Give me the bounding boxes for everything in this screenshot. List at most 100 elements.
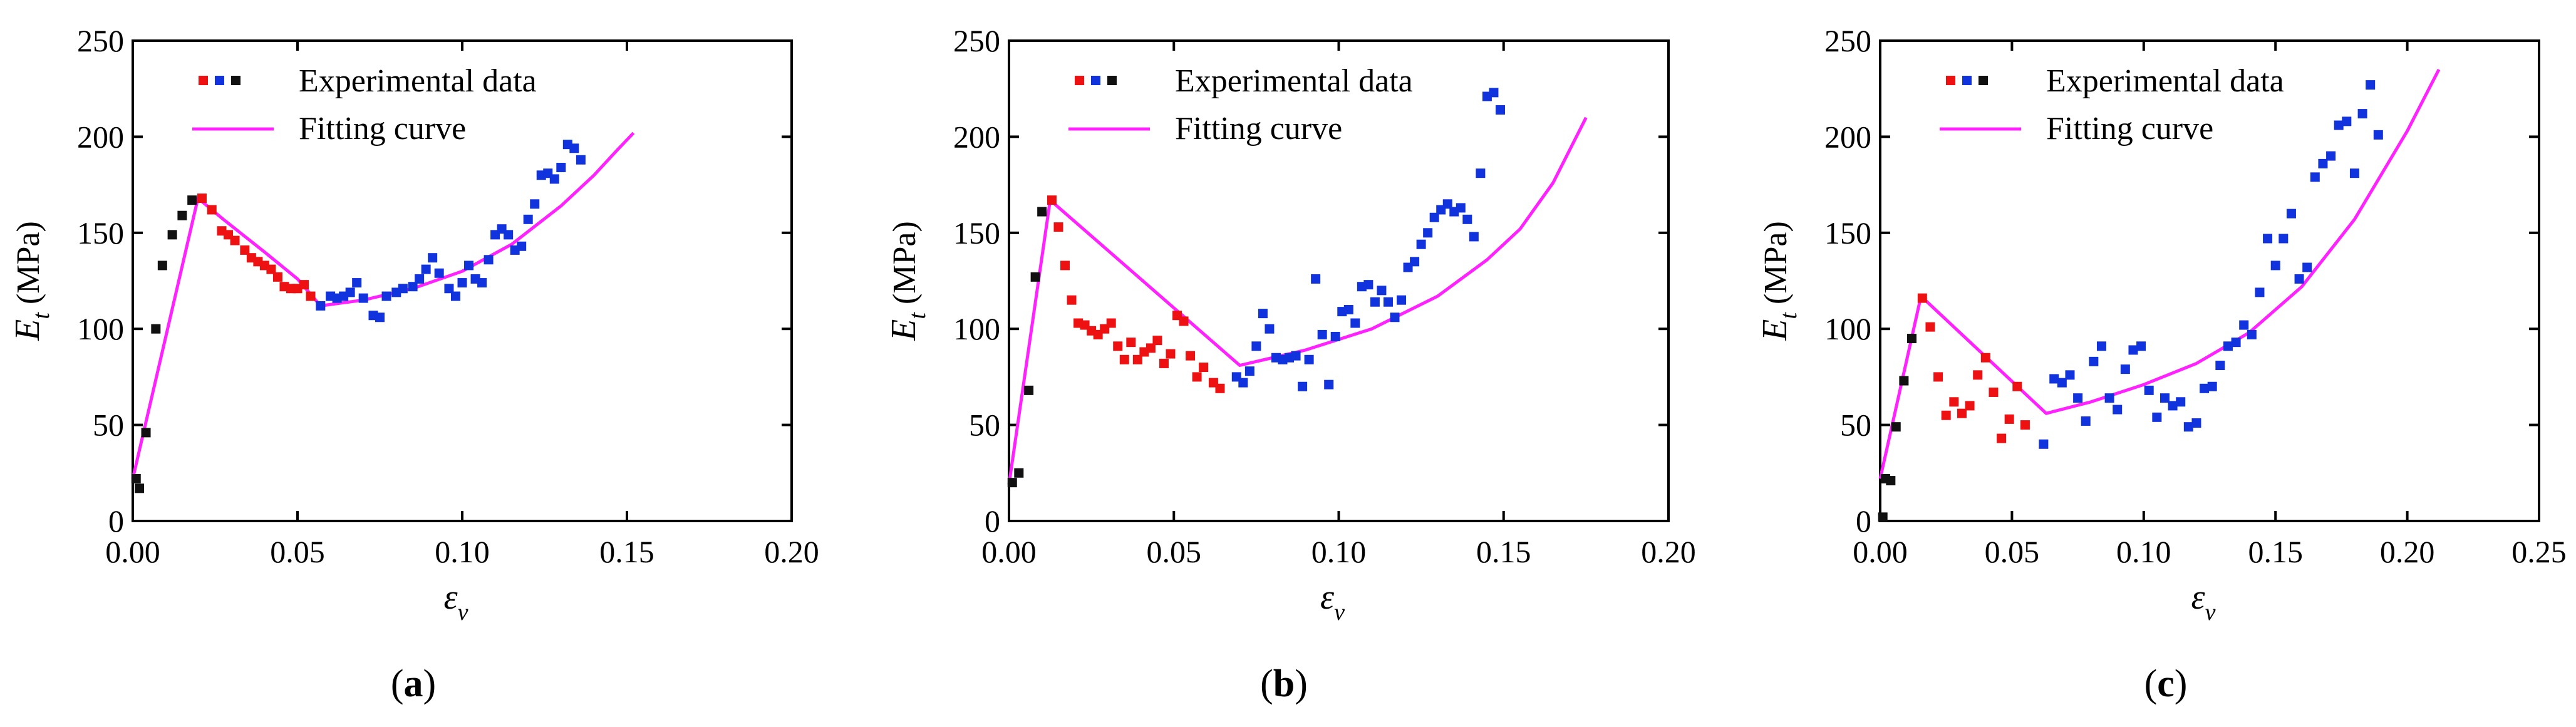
x-tick-label: 0.25 <box>2511 534 2567 569</box>
data-point-red <box>299 280 309 289</box>
data-point-blue <box>2105 393 2114 403</box>
data-point-blue <box>2089 357 2098 366</box>
data-point-blue <box>352 278 361 287</box>
data-point-blue <box>375 312 385 322</box>
data-point-black <box>1886 476 1895 485</box>
data-point-blue <box>2326 152 2335 161</box>
data-point-red <box>1949 397 1958 406</box>
data-point-blue <box>1410 257 1419 266</box>
data-point-blue <box>1324 380 1333 389</box>
data-point-blue <box>1390 312 1400 322</box>
data-point-red <box>1067 296 1077 305</box>
data-point-black <box>177 211 187 220</box>
data-point-blue <box>2215 361 2225 370</box>
x-tick-label: 0.15 <box>599 534 654 569</box>
data-point-blue <box>435 269 444 278</box>
data-point-blue <box>2279 234 2288 244</box>
y-tick-label: 200 <box>1824 119 1871 154</box>
legend-data-label: Experimental data <box>299 63 537 99</box>
data-point-blue <box>2350 168 2359 178</box>
y-axis-title: Et (MPa) <box>8 221 54 341</box>
data-point-blue <box>2358 109 2367 118</box>
y-tick-label: 150 <box>77 215 124 250</box>
y-tick-label: 50 <box>93 408 124 443</box>
chart-panel-c: 0.00 0.05 0.10 0.15 0.20 0.25050100150200250ε… <box>1756 23 2567 705</box>
data-point-blue <box>2255 287 2264 297</box>
data-point-blue <box>428 253 437 262</box>
legend-fit-label: Fitting curve <box>2046 111 2213 147</box>
data-point-blue <box>451 292 460 301</box>
data-point-blue <box>2097 341 2106 351</box>
data-point-blue <box>2247 330 2257 339</box>
data-point-blue <box>382 292 391 301</box>
y-tick-label: 150 <box>1824 215 1871 250</box>
data-point-black <box>187 195 197 205</box>
y-axis-title: Et (MPa) <box>884 221 931 341</box>
x-axis-title: εv <box>444 578 468 626</box>
data-point-blue <box>2366 80 2375 90</box>
data-point-blue <box>1258 309 1268 318</box>
legend-marker-blue <box>1091 76 1100 85</box>
x-tick-label: 0.05 <box>1985 534 2040 569</box>
data-point-red <box>1113 341 1122 351</box>
legend-data-label: Experimental data <box>1175 63 1413 99</box>
data-point-red <box>1925 322 1935 332</box>
data-point-red <box>1965 401 1975 410</box>
x-tick-label: 0.00 <box>981 534 1037 569</box>
fitting-curve <box>133 133 634 478</box>
data-point-blue <box>1305 355 1314 364</box>
data-point-blue <box>1363 280 1373 289</box>
y-tick-label: 0 <box>1856 503 1871 539</box>
legend-marker-blue <box>1962 76 1972 85</box>
data-point-blue <box>1298 382 1307 391</box>
data-point-black <box>132 474 141 483</box>
data-point-blue <box>1489 88 1498 97</box>
data-point-blue <box>1238 378 1248 388</box>
data-point-black <box>1899 376 1908 386</box>
data-point-blue <box>576 155 586 165</box>
data-point-blue <box>2144 386 2154 395</box>
data-point-blue <box>1370 297 1380 307</box>
data-point-red <box>1166 349 1175 359</box>
data-point-blue <box>1456 203 1466 212</box>
data-point-black <box>1008 478 1017 487</box>
data-point-red <box>1192 372 1202 381</box>
data-point-blue <box>1496 105 1505 115</box>
data-point-blue <box>1469 232 1479 241</box>
data-point-blue <box>415 274 424 284</box>
data-point-blue <box>1331 332 1340 341</box>
x-tick-label: 0.00 <box>1853 534 1908 569</box>
data-point-blue <box>464 260 473 270</box>
data-point-blue <box>2263 234 2272 244</box>
legend-marker-red <box>199 76 208 85</box>
x-tick-label: 0.15 <box>2248 534 2303 569</box>
data-point-red <box>306 292 316 301</box>
legend-fit-label: Fitting curve <box>299 111 466 147</box>
data-point-black <box>158 260 167 270</box>
data-point-blue <box>1251 341 1261 351</box>
panel-label: (c) <box>2144 663 2188 705</box>
legend-marker-black <box>1107 76 1117 85</box>
data-point-blue <box>1291 351 1301 361</box>
data-point-blue <box>2136 341 2146 351</box>
data-point-red <box>230 236 240 245</box>
data-point-black <box>135 483 144 493</box>
data-point-red <box>1047 195 1057 205</box>
x-tick-label: 0.05 <box>270 534 325 569</box>
y-tick-label: 200 <box>953 119 1000 154</box>
data-point-blue <box>569 143 579 153</box>
data-point-red <box>1152 336 1162 345</box>
data-point-red <box>1973 370 1982 379</box>
data-point-blue <box>550 174 559 183</box>
y-tick-label: 150 <box>953 215 1000 250</box>
data-point-blue <box>2065 370 2074 379</box>
data-point-red <box>1933 372 1943 381</box>
data-point-blue <box>1476 168 1485 178</box>
data-point-blue <box>2121 364 2130 374</box>
y-tick-label: 0 <box>985 503 1000 539</box>
data-point-blue <box>2310 172 2320 182</box>
data-point-blue <box>504 230 513 239</box>
data-point-blue <box>517 242 526 251</box>
x-tick-label: 0.00 <box>105 534 160 569</box>
data-point-blue <box>1311 274 1320 284</box>
